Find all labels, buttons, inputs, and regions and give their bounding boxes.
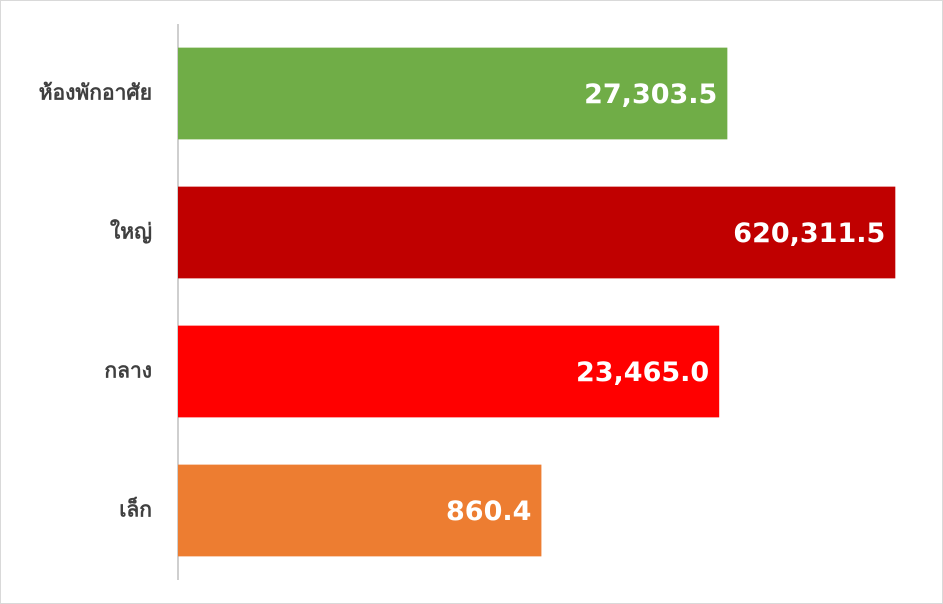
value-label: 27,303.5 — [584, 79, 717, 110]
value-label: 620,311.5 — [733, 218, 885, 249]
category-label: ห้องพักอาศัย — [39, 81, 152, 105]
bar — [178, 47, 728, 140]
bar — [178, 186, 896, 279]
category-label: กลาง — [104, 359, 152, 383]
value-label: 23,465.0 — [576, 357, 709, 388]
bar — [178, 464, 542, 557]
bar — [178, 325, 720, 418]
category-label: ใหญ่ — [110, 219, 152, 245]
category-label: เล็ก — [119, 496, 152, 522]
value-label: 860.4 — [446, 496, 531, 527]
